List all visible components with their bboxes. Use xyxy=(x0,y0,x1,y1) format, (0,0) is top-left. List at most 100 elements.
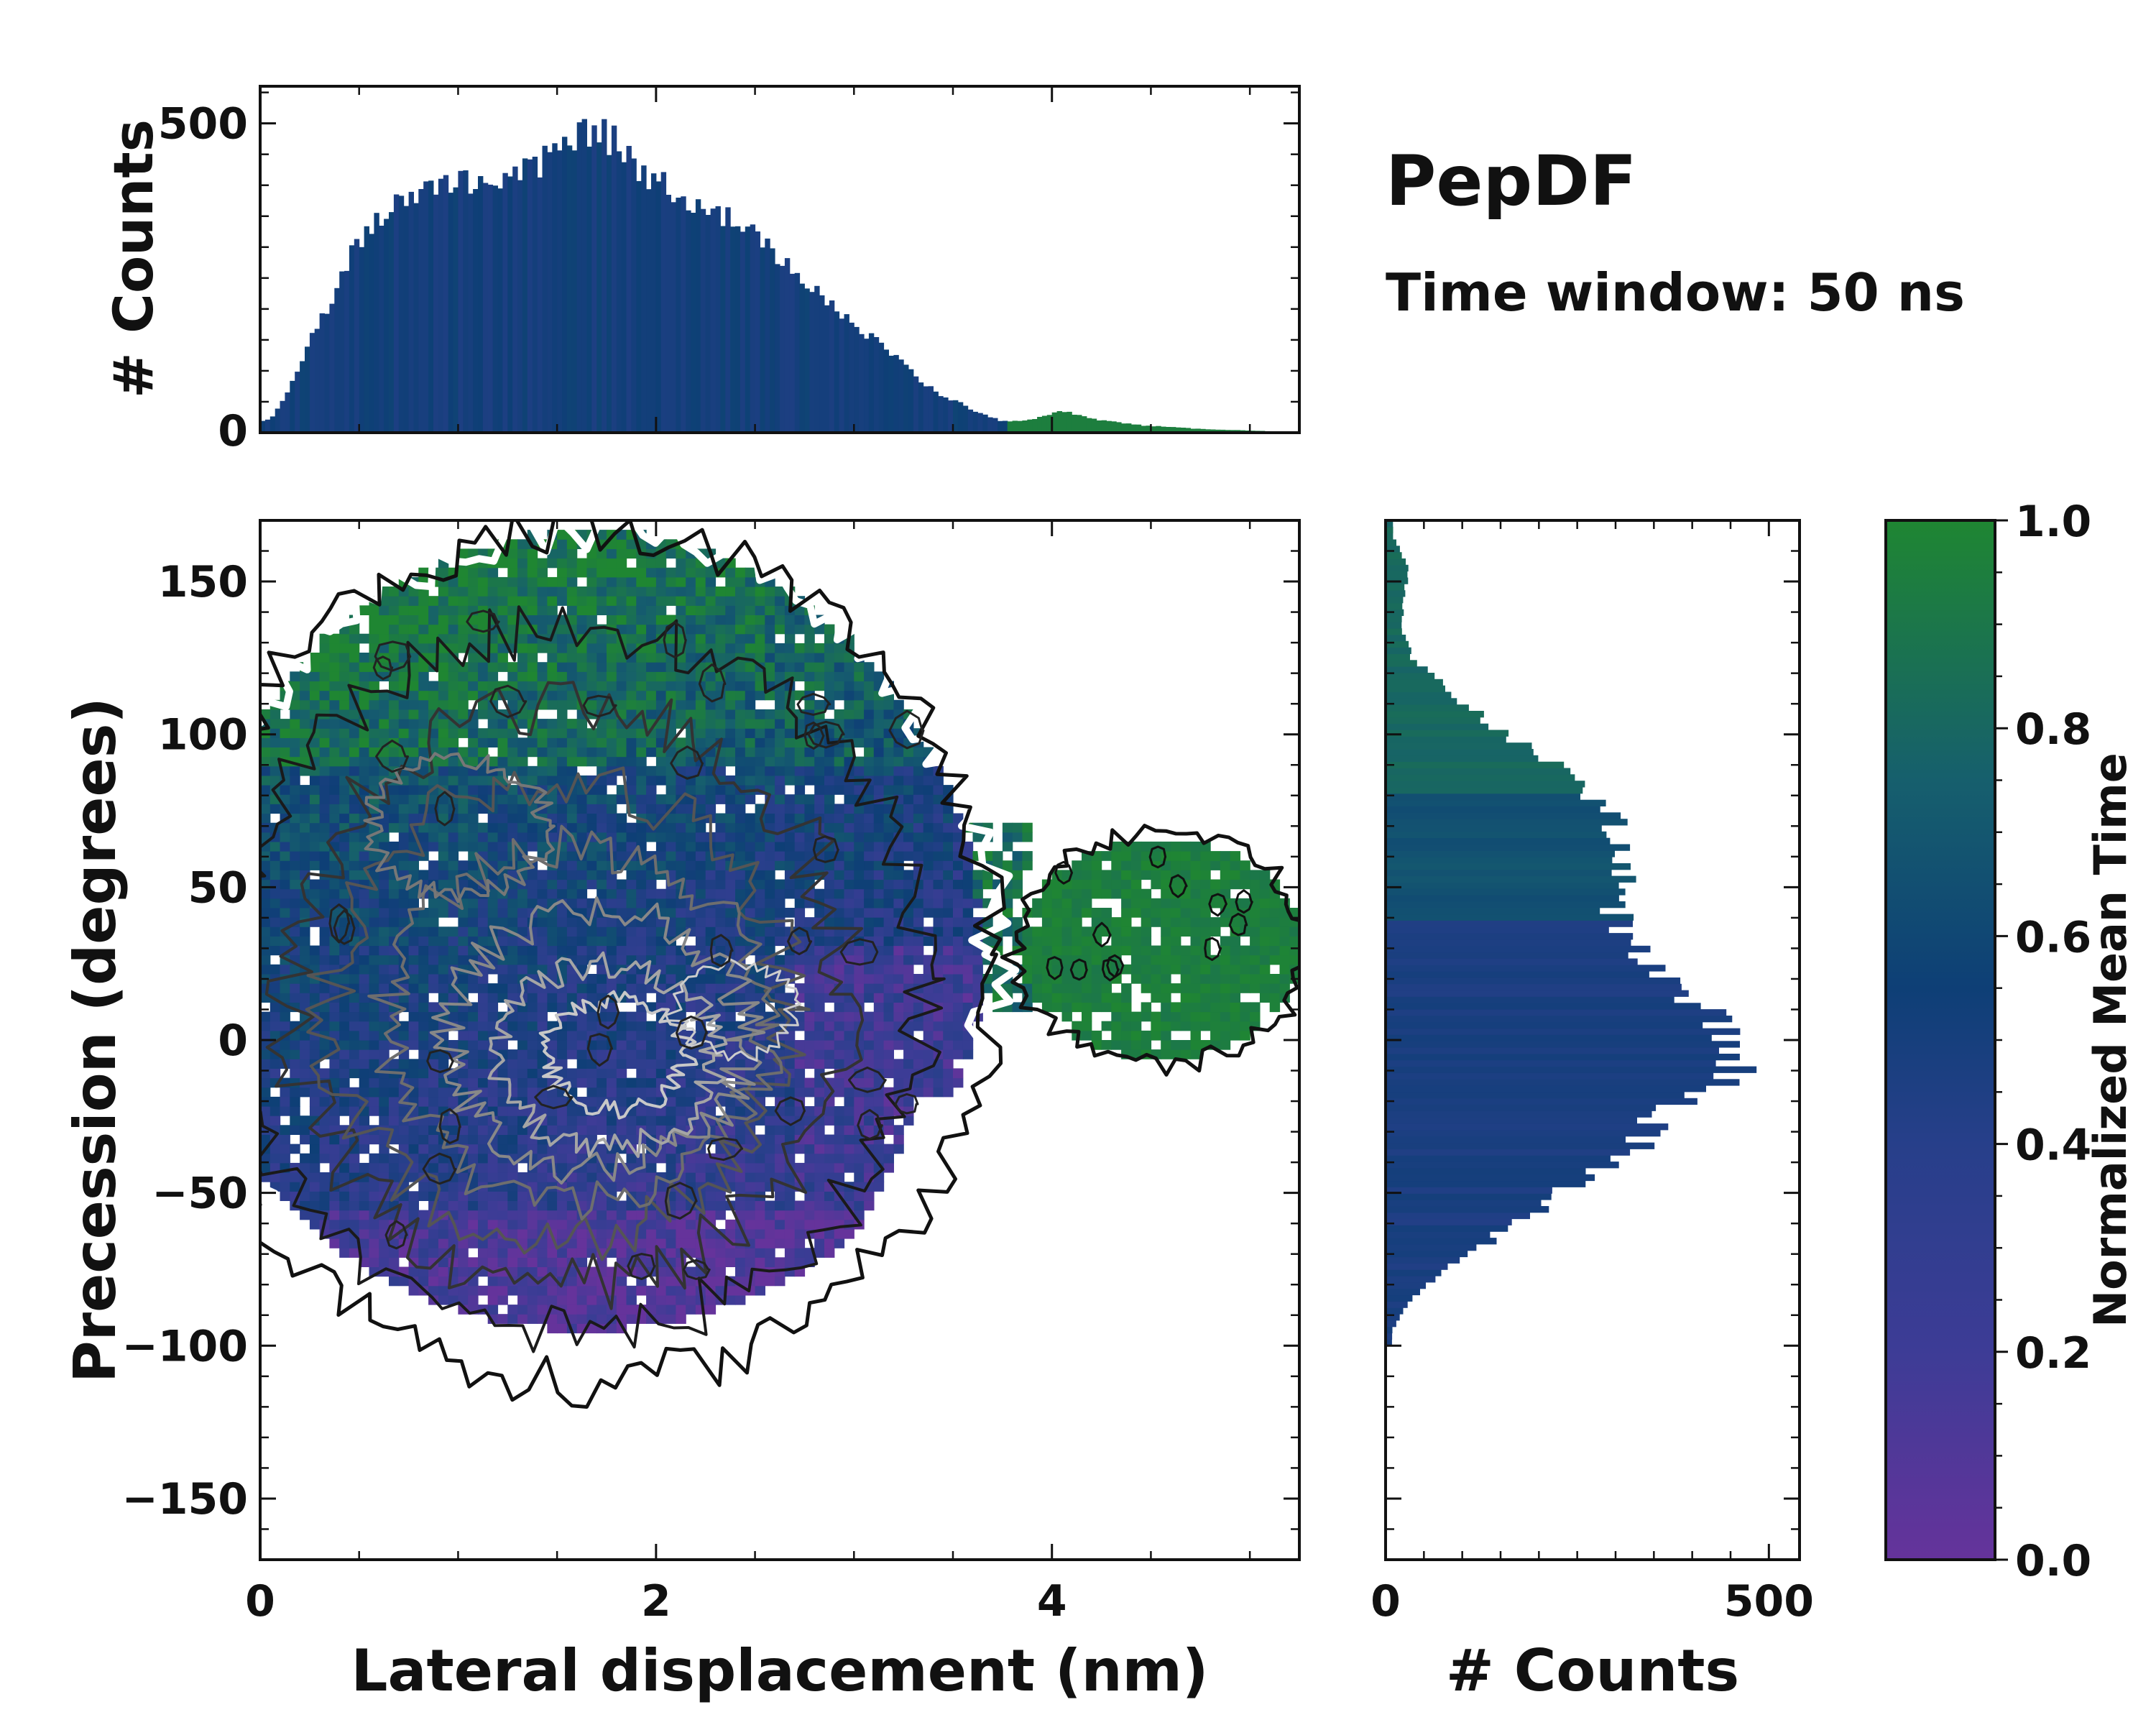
heatmap-cell xyxy=(507,1172,518,1182)
heatmap-cell xyxy=(458,879,469,890)
heatmap-cell xyxy=(389,1059,400,1069)
heatmap-cell xyxy=(626,728,637,738)
heatmap-cell xyxy=(715,832,726,842)
heatmap-cell xyxy=(923,804,934,814)
heatmap-cell xyxy=(418,1134,429,1145)
heatmap-cell xyxy=(507,1314,518,1324)
top-histogram-bar xyxy=(686,210,691,433)
heatmap-cell xyxy=(804,954,815,965)
heatmap-cell xyxy=(655,954,667,965)
heatmap-cell xyxy=(765,605,775,615)
heatmap-cell xyxy=(339,643,350,653)
heatmap-cell xyxy=(428,945,439,956)
heatmap-cell xyxy=(487,709,499,719)
heatmap-cell xyxy=(735,576,746,587)
heatmap-cell xyxy=(695,974,706,984)
heatmap-cell xyxy=(626,633,637,644)
top-histogram-bar xyxy=(982,414,988,433)
heatmap-cell xyxy=(566,1285,578,1296)
heatmap-cell xyxy=(478,615,489,625)
heatmap-cell xyxy=(478,567,489,578)
heatmap-cell xyxy=(725,1125,736,1135)
heatmap-cell xyxy=(873,1021,885,1031)
heatmap-cell xyxy=(665,747,676,758)
heatmap-cell xyxy=(864,1040,875,1050)
heatmap-cell xyxy=(784,737,796,748)
heatmap-cell xyxy=(893,699,904,710)
heatmap-cell xyxy=(804,974,815,984)
heatmap-cell xyxy=(715,908,726,918)
heatmap-cell xyxy=(369,1002,379,1013)
heatmap-cell xyxy=(676,671,686,681)
heatmap-cell xyxy=(517,747,528,758)
heatmap-cell xyxy=(873,804,885,814)
top-histogram-bar xyxy=(962,405,969,433)
heatmap-cell xyxy=(626,1305,637,1315)
heatmap-cell xyxy=(309,671,321,681)
heatmap-cell xyxy=(616,728,627,738)
heatmap-cell xyxy=(586,576,597,587)
heatmap-cell xyxy=(775,1162,786,1173)
heatmap-cell xyxy=(557,1162,568,1173)
heatmap-cell xyxy=(398,1125,410,1135)
heatmap-cell xyxy=(616,690,627,701)
heatmap-cell xyxy=(398,605,410,615)
heatmap-cell xyxy=(319,643,330,653)
heatmap-cell xyxy=(438,1285,449,1296)
heatmap-cell xyxy=(428,917,439,927)
heatmap-cell xyxy=(735,945,746,956)
heatmap-cell xyxy=(487,1011,499,1022)
heatmap-cell xyxy=(527,964,538,975)
heatmap-cell xyxy=(359,1219,370,1230)
heatmap-cell xyxy=(487,653,499,663)
top-histogram-bar xyxy=(532,157,538,433)
heatmap-cell xyxy=(517,888,528,899)
heatmap-cell xyxy=(428,605,439,615)
heatmap-cell xyxy=(478,983,489,993)
heatmap-cell xyxy=(715,841,726,852)
heatmap-cell xyxy=(369,1096,379,1107)
top-histogram-bar xyxy=(1022,420,1028,433)
top-histogram-bar xyxy=(542,145,548,433)
heatmap-cell xyxy=(448,699,459,710)
heatmap-cell xyxy=(497,586,508,597)
heatmap-cell xyxy=(705,888,717,899)
heatmap-cell xyxy=(586,586,597,597)
top-histogram-bar xyxy=(443,175,449,433)
heatmap-cell xyxy=(596,643,607,653)
heatmap-cell xyxy=(329,690,340,701)
heatmap-cell xyxy=(527,945,538,956)
heatmap-cell xyxy=(487,756,499,767)
heatmap-cell xyxy=(478,596,489,606)
heatmap-cell xyxy=(438,1059,449,1069)
heatmap-cell xyxy=(329,747,340,758)
heatmap-cell xyxy=(359,1228,370,1239)
heatmap-cell xyxy=(607,898,617,908)
heatmap-cell xyxy=(349,1049,360,1059)
heatmap-cell xyxy=(854,945,865,956)
heatmap-cell xyxy=(428,596,439,606)
heatmap-cell xyxy=(814,1210,825,1220)
heatmap-cell xyxy=(557,576,568,587)
heatmap-cell xyxy=(468,1153,479,1164)
heatmap-cell xyxy=(665,567,676,578)
heatmap-cell xyxy=(290,898,300,908)
heatmap-cell xyxy=(596,983,607,993)
heatmap-cell xyxy=(646,917,657,927)
heatmap-cell xyxy=(408,936,419,947)
heatmap-cell xyxy=(438,841,449,852)
heatmap-cell xyxy=(527,879,538,890)
heatmap-cell xyxy=(359,671,370,681)
top-histogram-bar xyxy=(517,180,523,433)
heatmap-cell xyxy=(804,822,815,833)
heatmap-cell xyxy=(665,1305,676,1315)
heatmap-cell xyxy=(458,576,469,587)
heatmap-cell xyxy=(566,1134,578,1145)
heatmap-cell xyxy=(300,756,310,767)
heatmap-cell xyxy=(665,1144,676,1154)
heatmap-cell xyxy=(665,1276,676,1287)
heatmap-cell xyxy=(676,615,686,625)
heatmap-cell xyxy=(626,671,637,681)
heatmap-cell xyxy=(270,1030,281,1041)
heatmap-cell xyxy=(339,699,350,710)
